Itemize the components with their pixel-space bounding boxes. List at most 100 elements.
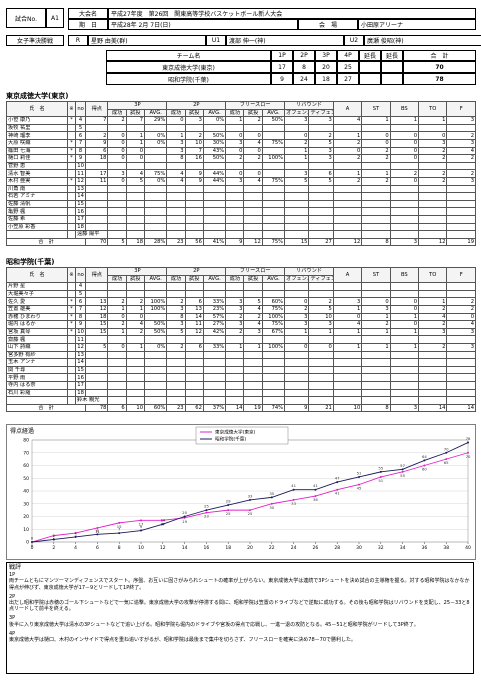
- stat: [332, 161, 363, 171]
- player-no: 5: [74, 123, 87, 133]
- empty: [66, 230, 77, 239]
- empty: [125, 396, 146, 405]
- stat: 6: [85, 146, 109, 156]
- player-row: 堀内 はるか * 9 15 2 4 50% 3 11 27% 3 4 75% 3 3 4 2 0 2 4: [6, 320, 476, 329]
- stat: 3: [225, 138, 245, 148]
- period: 1P: [9, 572, 16, 579]
- player-no: 4: [74, 282, 87, 291]
- stat: 42%: [202, 327, 227, 337]
- stat: 0: [332, 146, 363, 156]
- stat: [284, 373, 310, 382]
- stat: 6: [184, 297, 204, 306]
- x-tick-label: 12: [160, 545, 166, 551]
- stat: [308, 282, 334, 291]
- player-row: 小笠原 彩香 18: [6, 222, 476, 232]
- point: [270, 502, 273, 505]
- label: U2: [344, 35, 364, 46]
- stat: [225, 335, 245, 344]
- comment-section: 4P 東京成徳大学は樋口、木村のインサイドで得点を重ね追いすがるが、昭和学院は最後…: [9, 631, 471, 643]
- stat: 11: [184, 320, 204, 329]
- value: 星野 由美(群): [88, 35, 206, 46]
- stat: [125, 373, 146, 382]
- y-tick-label: 40: [23, 489, 29, 495]
- stat: 1: [243, 342, 263, 352]
- stat: [284, 192, 310, 201]
- stat: [361, 350, 391, 360]
- stat: 44%: [202, 176, 227, 186]
- point: [96, 526, 99, 529]
- stat: [418, 192, 448, 201]
- player-row: 玉木 アンナ 14: [6, 358, 476, 367]
- stat: [202, 350, 227, 360]
- stat: [143, 146, 168, 156]
- stat: [184, 282, 204, 291]
- stat: [166, 199, 186, 209]
- starter: *: [66, 146, 77, 156]
- data-label: 55: [378, 465, 383, 470]
- stat: [85, 350, 109, 360]
- point: [96, 533, 99, 536]
- player-no: 13: [74, 350, 87, 360]
- x-tick-label: 32: [378, 545, 384, 551]
- stat: 3: [166, 304, 186, 314]
- point: [270, 496, 273, 499]
- stat: [125, 123, 146, 133]
- stat: 13: [85, 297, 109, 306]
- player-no: 14: [74, 358, 87, 367]
- column-header: BS: [389, 266, 420, 284]
- stat: [261, 380, 286, 390]
- stat: 0: [389, 131, 420, 140]
- stat: 1: [125, 304, 146, 314]
- stat: 2: [243, 154, 263, 163]
- chart-title: 得点経過: [10, 427, 34, 435]
- player-name: 寺内 はる奈: [6, 380, 68, 390]
- point: [31, 541, 33, 543]
- column-subheader: AVG.: [261, 274, 286, 284]
- stat: 0: [243, 131, 263, 140]
- player-no: 9: [74, 320, 87, 329]
- player-name: 山下 詩織: [6, 342, 68, 352]
- stat: 57%: [202, 312, 227, 322]
- stat: 0: [389, 154, 420, 163]
- stat: 4: [243, 138, 263, 148]
- stat: 1: [332, 131, 363, 140]
- stat: 2: [166, 297, 186, 306]
- stat: [202, 365, 227, 375]
- stat: 2: [332, 176, 363, 186]
- stat: 9: [85, 138, 109, 148]
- player-no: 7: [74, 304, 87, 314]
- stat: [125, 222, 146, 232]
- stat: [184, 289, 204, 299]
- column-header: TO: [418, 266, 448, 284]
- stat: [143, 214, 168, 224]
- data-label: 25: [204, 504, 209, 509]
- data-label: 33: [291, 501, 296, 506]
- stat: [308, 161, 334, 171]
- stat: [184, 192, 204, 201]
- stat: [361, 222, 391, 232]
- stat: [85, 184, 109, 194]
- label: 1P: [271, 50, 293, 61]
- empty: [184, 396, 204, 405]
- stat: [361, 214, 391, 224]
- stat: [389, 358, 420, 367]
- empty: [308, 396, 334, 405]
- point: [358, 475, 360, 478]
- data-label: 23: [204, 514, 209, 519]
- starter: *: [66, 320, 77, 329]
- stat: [125, 388, 146, 398]
- stat: [243, 199, 263, 209]
- stat: [243, 161, 263, 171]
- stat: [143, 199, 168, 209]
- coach-name: 鈴木 親光: [74, 396, 109, 405]
- stat: 0: [107, 131, 127, 140]
- empty: [284, 230, 310, 239]
- stat: 3: [225, 176, 245, 186]
- stat: 4: [243, 176, 263, 186]
- point: [445, 458, 448, 461]
- label: 延長: [381, 50, 403, 61]
- stat: 0: [107, 154, 127, 163]
- column-header: リバウンド: [284, 101, 334, 110]
- stat: [361, 199, 391, 209]
- stat: [361, 335, 391, 344]
